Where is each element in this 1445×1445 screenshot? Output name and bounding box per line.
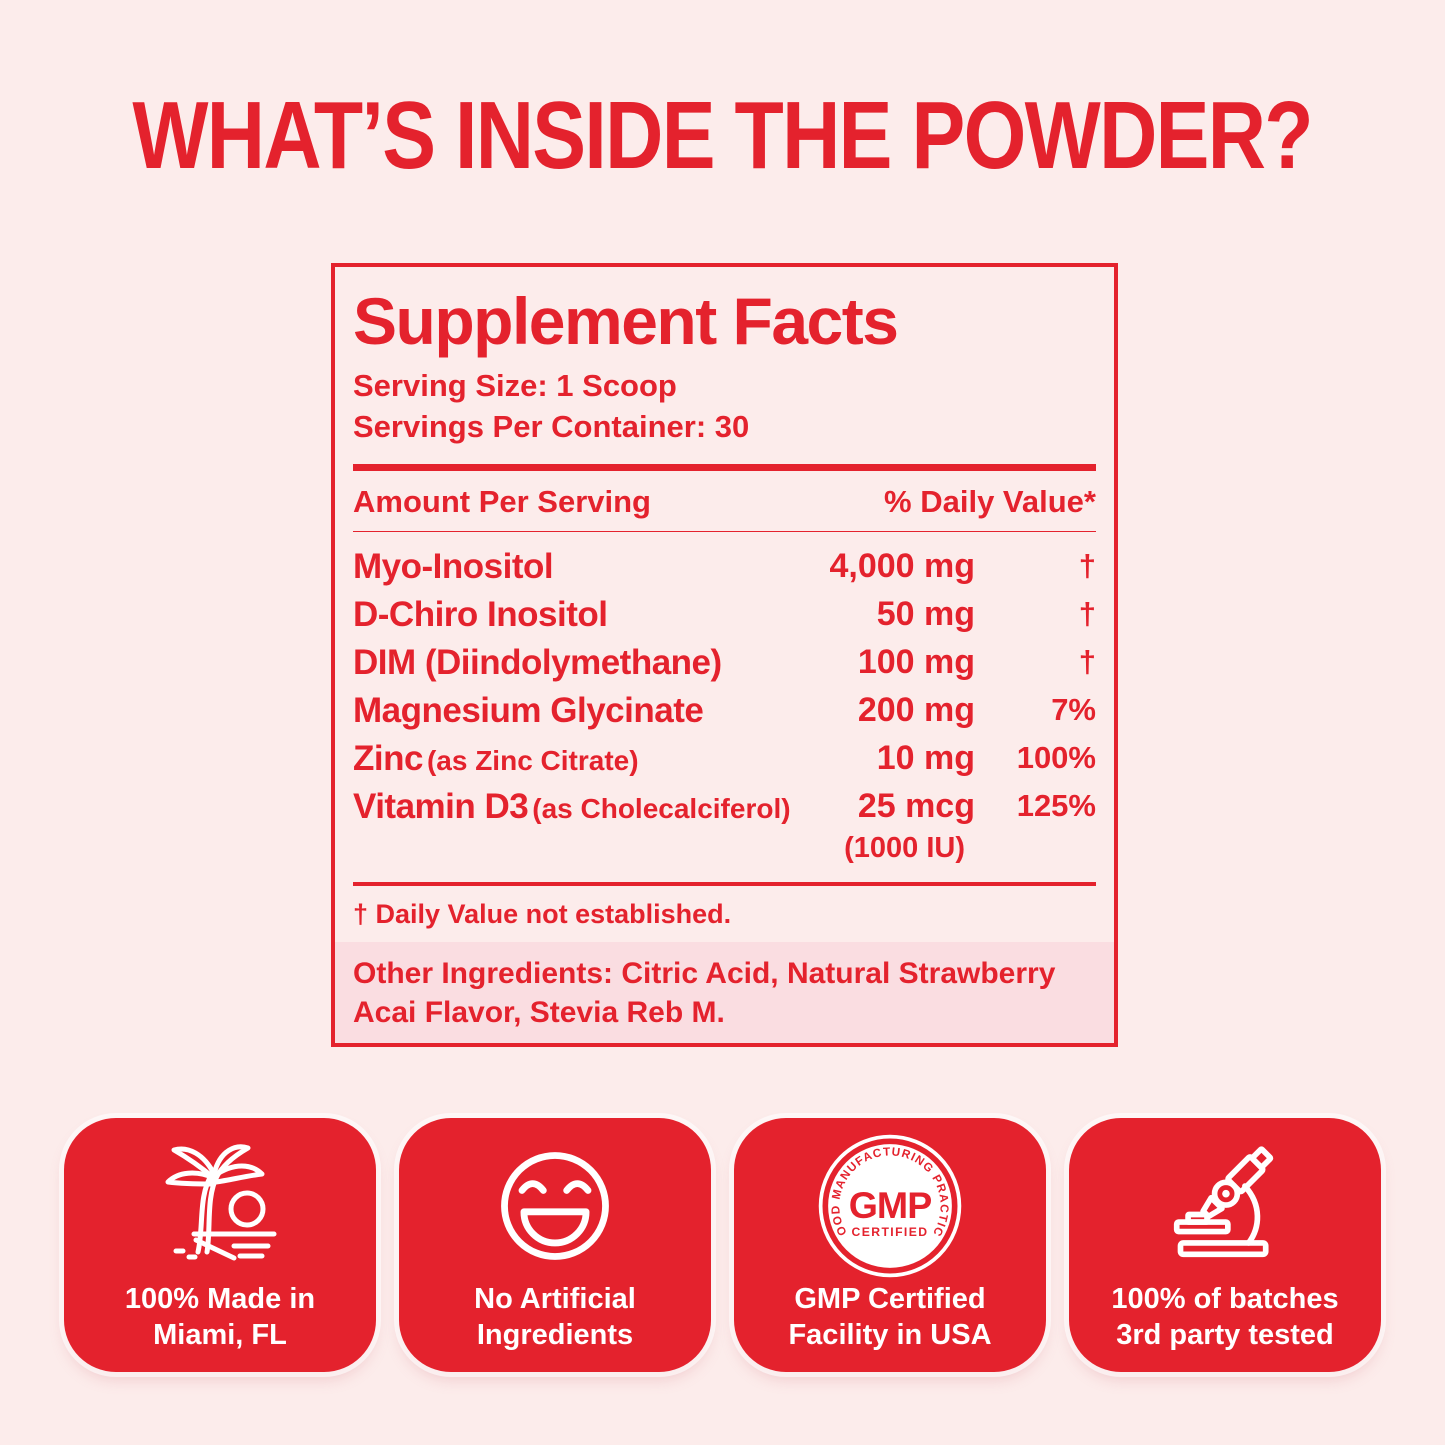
row-amount: 25 mcg (1000 IU) [805,786,975,866]
daily-value-footnote: † Daily Value not established. [353,898,732,929]
palm-beach-icon [150,1130,290,1282]
gmp-center-text: GMP [849,1184,932,1226]
row-amount: 100 mg [857,643,975,682]
table-row: DIM (Diindolymethane) 100 mg † [353,642,1096,684]
other-ingredients-label: Other Ingredients: [353,956,614,990]
page-title: WHAT’S INSIDE THE POWDER? [0,88,1445,184]
row-amount-note: (1000 IU) [844,832,965,865]
table-row: Vitamin D3 (as Cholecalciferol) 25 mcg (1… [353,786,1096,866]
row-name: Myo-Inositol [353,547,554,587]
row-name: DIM (Diindolymethane) [353,643,722,683]
row-amount: 10 mg [876,739,975,778]
row-amount: 50 mg [876,595,975,634]
row-daily-value: 100% [1016,740,1096,776]
badge-card-made-in-miami: 100% Made in Miami, FL [64,1118,376,1372]
row-daily-value: 7% [1051,692,1096,728]
badge-label: 100% Made in Miami, FL [124,1283,316,1351]
row-amount: 200 mg [857,691,975,730]
badge-row: 100% Made in Miami, FL No Artificial Ing… [64,1118,1381,1372]
row-name: D-Chiro Inositol [353,595,608,635]
thick-divider [353,463,1096,471]
servings-per-container: Servings Per Container: 30 [353,408,750,444]
other-ingredients: Other Ingredients: Citric Acid, Natural … [353,956,1056,1030]
nutrient-table: Myo-Inositol 4,000 mg † D-Chiro Inositol… [353,540,1096,872]
badge-card-gmp-certified: GOOD MANUFACTURING PRACTICE GMP CERTIFIE… [734,1118,1046,1372]
row-amount: 4,000 mg [829,547,975,586]
row-daily-value: † [1078,596,1096,632]
microscope-icon [1154,1130,1296,1282]
column-headers: Amount Per Serving % Daily Value* [353,471,1096,531]
table-row: Magnesium Glycinate 200 mg 7% [353,690,1096,732]
thin-divider [353,530,1096,533]
table-row: D-Chiro Inositol 50 mg † [353,594,1096,636]
row-daily-value: 125% [1016,788,1096,824]
row-daily-value: † [1078,644,1096,680]
badge-card-third-party-tested: 100% of batches 3rd party tested [1069,1118,1381,1372]
serving-size: Serving Size: 1 Scoop [353,368,677,404]
facts-heading: Supplement Facts [353,284,899,358]
page-title-text: WHAT’S INSIDE THE POWDER? [132,82,1314,189]
column-header-daily-value: % Daily Value* [884,483,1096,519]
row-daily-value: † [1078,548,1096,584]
badge-label: 100% of batches 3rd party tested [1111,1283,1339,1351]
badge-label: GMP Certified Facility in USA [788,1283,992,1351]
row-name-note: (as Cholecalciferol) [532,793,791,825]
gmp-seal-icon: GOOD MANUFACTURING PRACTICE GMP CERTIFIE… [815,1130,965,1282]
row-name-note: (as Zinc Citrate) [426,745,639,777]
gmp-certified-text: CERTIFIED [852,1225,929,1239]
column-header-amount: Amount Per Serving [353,483,651,519]
badge-label: No Artificial Ingredients [474,1283,636,1351]
table-row: Myo-Inositol 4,000 mg † [353,546,1096,588]
row-name: Zinc (as Zinc Citrate) [353,739,639,779]
badge-card-no-artificial: No Artificial Ingredients [399,1118,711,1372]
other-ingredients-band: Other Ingredients: Citric Acid, Natural … [335,941,1114,1043]
mid-divider [353,882,1096,886]
supplement-facts-panel: Supplement Facts Serving Size: 1 Scoop S… [331,263,1118,1047]
row-name: Magnesium Glycinate [353,691,704,731]
table-row: Zinc (as Zinc Citrate) 10 mg 100% [353,738,1096,780]
row-name: Vitamin D3 (as Cholecalciferol) [353,787,791,827]
smiley-icon [487,1130,623,1282]
